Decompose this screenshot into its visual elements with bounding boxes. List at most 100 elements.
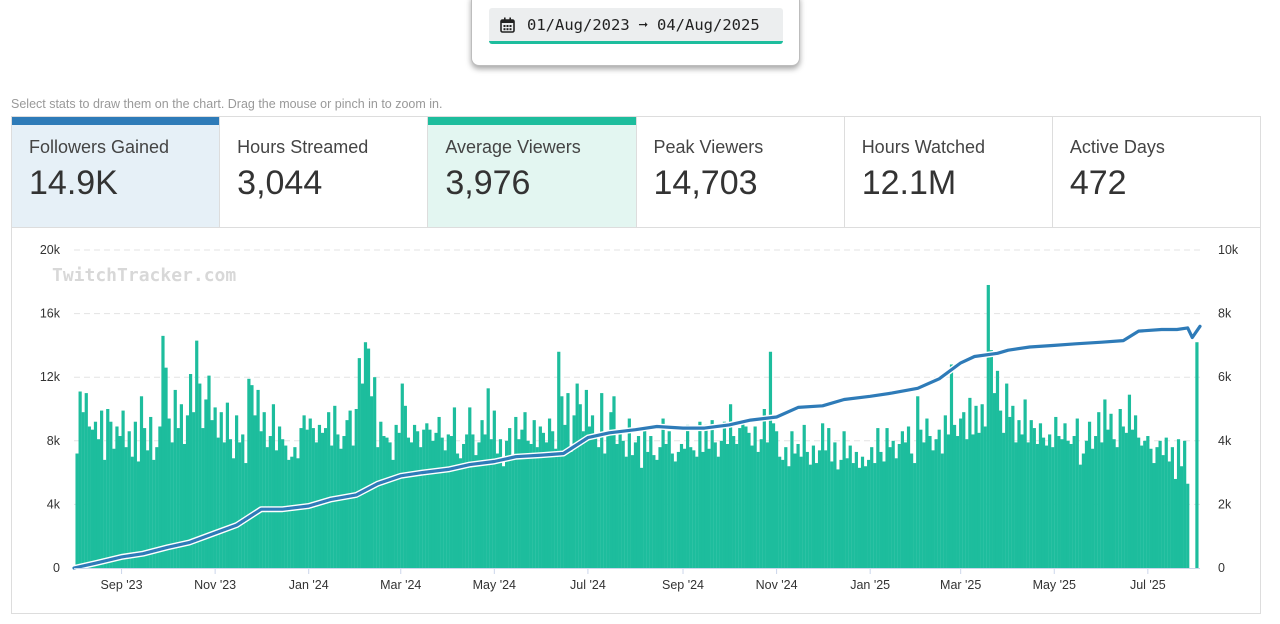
viewers-bar[interactable] — [458, 458, 463, 568]
viewers-bar[interactable] — [437, 416, 441, 568]
viewers-bar[interactable] — [216, 437, 220, 568]
viewers-bar[interactable] — [897, 443, 901, 568]
viewers-bar[interactable] — [667, 431, 671, 568]
viewers-bar[interactable] — [382, 436, 386, 568]
viewers-bar[interactable] — [118, 436, 122, 568]
viewers-bar[interactable] — [271, 404, 276, 568]
viewers-bar[interactable] — [330, 445, 334, 568]
viewers-bar[interactable] — [219, 412, 223, 568]
viewers-bar[interactable] — [771, 423, 776, 568]
viewers-bar[interactable] — [934, 439, 938, 568]
viewers-bar[interactable] — [363, 342, 368, 568]
viewers-bar[interactable] — [241, 434, 245, 568]
chart-panel[interactable]: TwitchTracker.com 0 4k 8k 12k 16k 20k 0 2k 4k 6k… — [11, 228, 1261, 614]
viewers-bar[interactable] — [609, 412, 613, 568]
viewers-bar[interactable] — [244, 463, 248, 568]
viewers-bar[interactable] — [1179, 466, 1184, 568]
viewers-bar[interactable] — [695, 456, 699, 568]
viewers-bar[interactable] — [778, 456, 782, 568]
viewers-bar[interactable] — [867, 459, 871, 568]
viewers-bar[interactable] — [817, 450, 822, 568]
viewers-bar[interactable] — [1078, 464, 1082, 568]
viewers-bar[interactable] — [995, 370, 1000, 568]
viewers-bar[interactable] — [833, 442, 837, 568]
viewers-bar[interactable] — [554, 448, 558, 568]
viewers-bar[interactable] — [434, 432, 438, 568]
viewers-bar[interactable] — [1051, 447, 1055, 568]
viewers-bar[interactable] — [167, 418, 171, 568]
viewers-bar[interactable] — [928, 436, 932, 568]
viewers-bar[interactable] — [250, 385, 254, 568]
viewers-bar[interactable] — [348, 410, 352, 568]
viewers-bar[interactable] — [164, 367, 168, 568]
viewers-bar[interactable] — [287, 459, 291, 568]
viewers-bar[interactable] — [784, 447, 788, 568]
viewers-bar[interactable] — [845, 458, 849, 568]
viewers-bar[interactable] — [90, 429, 95, 568]
viewers-bar[interactable] — [940, 453, 944, 568]
viewers-bar[interactable] — [511, 458, 515, 568]
stat-card-active-days[interactable]: Active Days 472 — [1052, 117, 1261, 227]
viewers-bar[interactable] — [449, 436, 453, 568]
viewers-bar[interactable] — [1109, 413, 1113, 568]
viewers-bar[interactable] — [412, 424, 417, 568]
viewers-bar[interactable] — [949, 364, 954, 568]
followers-viewers-chart[interactable]: TwitchTracker.com 0 4k 8k 12k 16k 20k 0 2k 4k 6k… — [12, 228, 1260, 613]
viewers-bar[interactable] — [1094, 436, 1098, 568]
viewers-bar[interactable] — [698, 421, 702, 568]
viewers-bar[interactable] — [1063, 423, 1067, 568]
viewers-bar[interactable] — [824, 450, 828, 568]
viewers-bar[interactable] — [888, 447, 892, 568]
viewers-bar[interactable] — [173, 389, 177, 568]
viewers-bar[interactable] — [839, 459, 843, 568]
viewers-bar[interactable] — [253, 415, 257, 568]
viewers-bar[interactable] — [735, 443, 739, 568]
viewers-bar[interactable] — [130, 456, 134, 568]
viewers-bar[interactable] — [814, 463, 819, 568]
viewers-bar[interactable] — [796, 443, 800, 568]
viewers-bar[interactable] — [1091, 448, 1095, 568]
viewers-bar[interactable] — [584, 389, 588, 568]
viewers-bar[interactable] — [713, 442, 717, 568]
viewers-bar[interactable] — [719, 440, 723, 568]
viewers-bar[interactable] — [535, 447, 539, 568]
viewers-bar[interactable] — [207, 375, 211, 568]
viewers-bar[interactable] — [879, 451, 883, 568]
viewers-bar[interactable] — [857, 467, 862, 568]
viewers-bar[interactable] — [1020, 434, 1024, 568]
viewers-bar[interactable] — [1084, 440, 1089, 568]
viewers-bar[interactable] — [732, 436, 736, 568]
viewers-bar[interactable] — [305, 429, 309, 568]
stat-card-hours-watched[interactable]: Hours Watched 12.1M — [844, 117, 1053, 227]
viewers-bar[interactable] — [1008, 416, 1012, 568]
viewers-bar[interactable] — [821, 423, 825, 568]
viewers-bar[interactable] — [980, 404, 984, 568]
viewers-bar[interactable] — [765, 442, 769, 568]
viewers-bar[interactable] — [1158, 440, 1162, 568]
viewers-bar[interactable] — [198, 383, 202, 568]
viewers-bar[interactable] — [679, 443, 684, 568]
viewers-bar[interactable] — [870, 447, 874, 568]
viewers-bar[interactable] — [112, 448, 116, 568]
viewers-bar[interactable] — [725, 443, 730, 568]
viewers-bar[interactable] — [228, 439, 233, 568]
viewers-bar[interactable] — [808, 464, 812, 568]
viewers-bar[interactable] — [1035, 443, 1039, 568]
viewers-bar[interactable] — [983, 426, 987, 568]
viewers-bar[interactable] — [146, 450, 150, 568]
viewers-bar[interactable] — [863, 466, 868, 568]
viewers-bar[interactable] — [664, 443, 668, 568]
viewers-bar[interactable] — [716, 456, 720, 568]
viewers-bar[interactable] — [385, 437, 389, 568]
viewers-bar[interactable] — [1038, 423, 1043, 568]
viewers-bar[interactable] — [136, 461, 141, 568]
viewers-bar[interactable] — [376, 447, 380, 568]
viewers-bar[interactable] — [235, 415, 239, 568]
stat-card-peak-viewers[interactable]: Peak Viewers 14,703 — [636, 117, 845, 227]
viewers-bar[interactable] — [633, 442, 638, 568]
viewers-bar[interactable] — [446, 434, 450, 568]
viewers-bar[interactable] — [440, 437, 444, 568]
viewers-bar[interactable] — [1127, 394, 1132, 568]
viewers-bar[interactable] — [1130, 429, 1135, 568]
viewers-bar[interactable] — [1072, 436, 1076, 568]
